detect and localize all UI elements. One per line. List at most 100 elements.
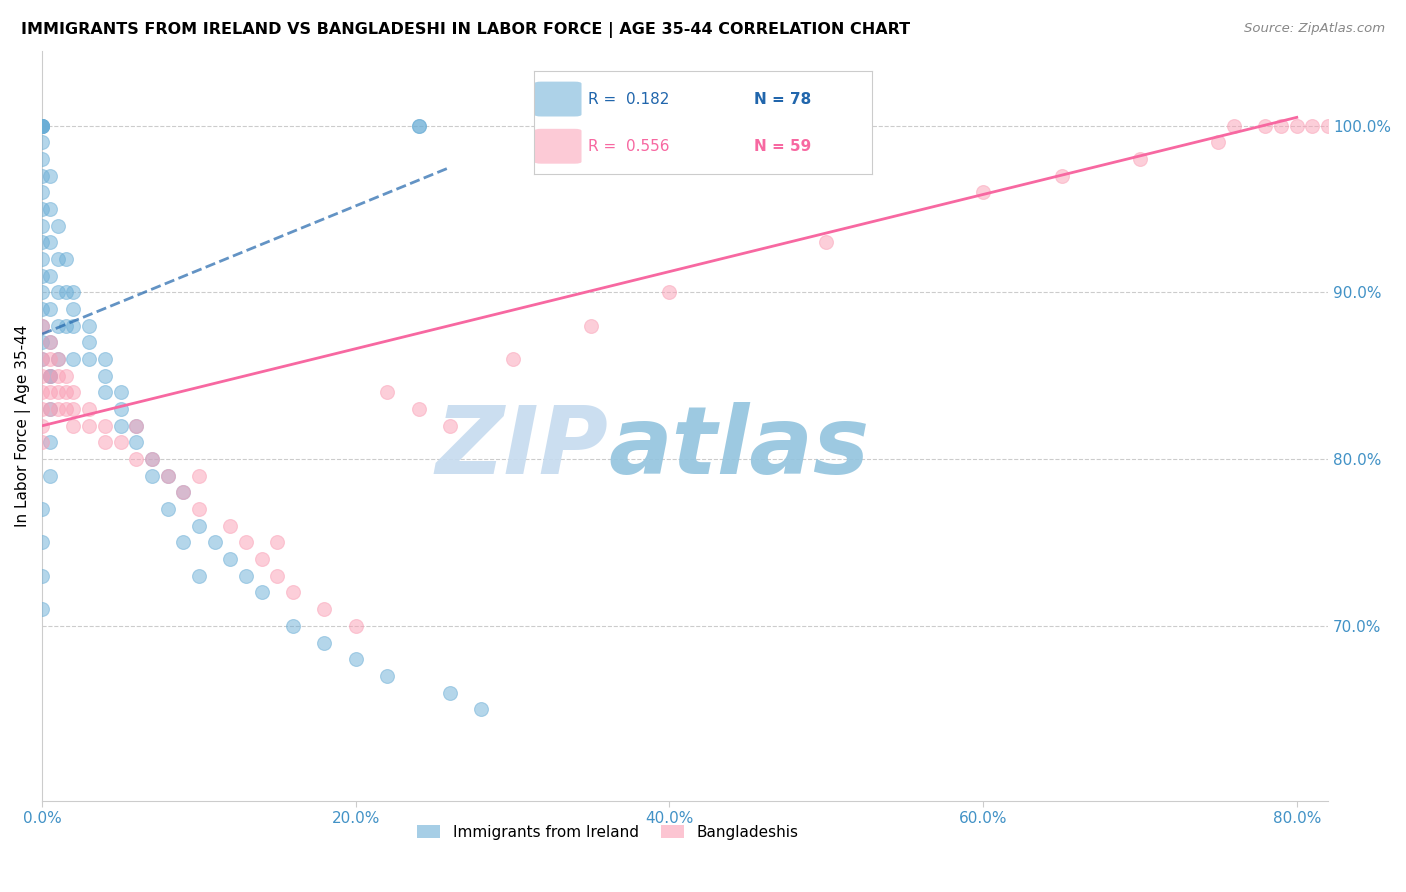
Point <box>31 368 53 383</box>
Point <box>408 119 430 133</box>
Point <box>1270 119 1292 133</box>
Point <box>125 418 148 433</box>
Point <box>439 685 461 699</box>
Point <box>1317 119 1340 133</box>
Point <box>110 418 132 433</box>
Point <box>55 368 77 383</box>
Point <box>31 352 53 367</box>
Point <box>375 669 398 683</box>
Point <box>39 402 62 417</box>
Point <box>31 535 53 549</box>
Point <box>46 219 69 233</box>
Point <box>62 302 84 317</box>
Point <box>187 468 209 483</box>
Point <box>31 202 53 216</box>
Point <box>408 119 430 133</box>
Point <box>31 152 53 166</box>
Point <box>125 418 148 433</box>
Point <box>31 602 53 616</box>
Point <box>344 652 367 666</box>
Point <box>94 418 117 433</box>
Point <box>658 285 681 300</box>
Text: IMMIGRANTS FROM IRELAND VS BANGLADESHI IN LABOR FORCE | AGE 35-44 CORRELATION CH: IMMIGRANTS FROM IRELAND VS BANGLADESHI I… <box>21 22 910 38</box>
Point <box>156 468 179 483</box>
Point <box>77 402 100 417</box>
Point <box>31 502 53 516</box>
Point <box>314 602 336 616</box>
Point <box>110 402 132 417</box>
Point <box>31 119 53 133</box>
FancyBboxPatch shape <box>534 82 582 117</box>
Point <box>110 385 132 400</box>
Point <box>1129 152 1152 166</box>
Point <box>1223 119 1246 133</box>
Point <box>39 368 62 383</box>
Point <box>39 435 62 450</box>
Point <box>46 385 69 400</box>
Point <box>172 535 194 549</box>
Point <box>39 368 62 383</box>
Point <box>77 318 100 333</box>
Point <box>204 535 226 549</box>
Point <box>31 268 53 283</box>
Point <box>187 569 209 583</box>
Text: R =  0.556: R = 0.556 <box>588 139 669 153</box>
Point <box>31 435 53 450</box>
Point <box>1050 169 1073 183</box>
Point <box>62 352 84 367</box>
Point <box>46 252 69 266</box>
Point <box>39 335 62 350</box>
Point <box>172 485 194 500</box>
Text: R =  0.182: R = 0.182 <box>588 92 669 106</box>
Point <box>408 402 430 417</box>
Point <box>31 352 53 367</box>
Point <box>46 352 69 367</box>
Point <box>31 285 53 300</box>
Legend: Immigrants from Ireland, Bangladeshis: Immigrants from Ireland, Bangladeshis <box>412 819 804 846</box>
Point <box>62 285 84 300</box>
Point <box>31 335 53 350</box>
Point <box>46 352 69 367</box>
Point <box>39 202 62 216</box>
Text: N = 59: N = 59 <box>754 139 811 153</box>
Point <box>55 318 77 333</box>
Point <box>266 535 288 549</box>
Point <box>31 252 53 266</box>
Point <box>1254 119 1277 133</box>
FancyBboxPatch shape <box>534 128 582 163</box>
Point <box>94 435 117 450</box>
Point <box>31 385 53 400</box>
Point <box>266 569 288 583</box>
Point <box>31 569 53 583</box>
Point <box>62 318 84 333</box>
Point <box>250 585 273 599</box>
Point <box>250 552 273 566</box>
Point <box>39 385 62 400</box>
Point <box>31 119 53 133</box>
Point <box>439 418 461 433</box>
Point <box>579 318 602 333</box>
Point <box>31 219 53 233</box>
Point <box>110 435 132 450</box>
Point <box>31 318 53 333</box>
Point <box>141 452 163 467</box>
Point <box>46 402 69 417</box>
Point <box>62 418 84 433</box>
Text: ZIP: ZIP <box>434 402 607 494</box>
Point <box>156 468 179 483</box>
Point <box>39 268 62 283</box>
Point <box>281 585 304 599</box>
Point <box>1301 119 1323 133</box>
Point <box>39 302 62 317</box>
Point <box>46 368 69 383</box>
Point <box>187 502 209 516</box>
Point <box>39 468 62 483</box>
Point <box>46 285 69 300</box>
Text: Source: ZipAtlas.com: Source: ZipAtlas.com <box>1244 22 1385 36</box>
Point <box>219 552 242 566</box>
Point <box>281 619 304 633</box>
Point <box>31 418 53 433</box>
Point <box>375 385 398 400</box>
Point <box>972 186 994 200</box>
Point <box>31 119 53 133</box>
